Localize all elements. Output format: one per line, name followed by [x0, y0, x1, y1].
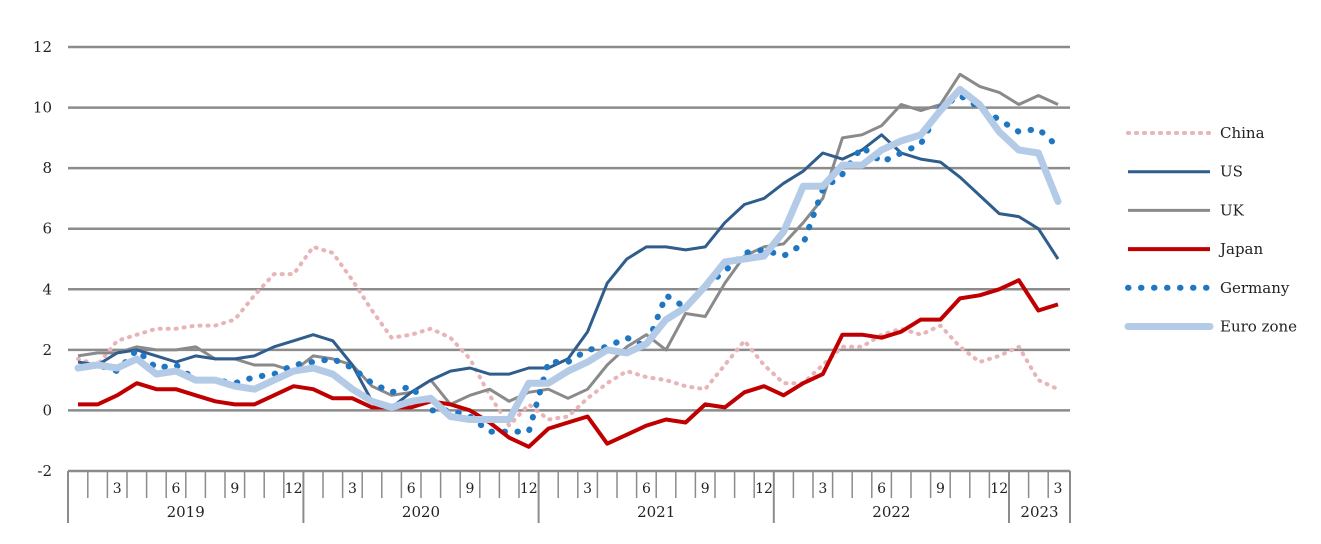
x-tick-label: 12 [755, 481, 773, 497]
legend: China US UK Japan Germany Euro zone [1124, 124, 1297, 336]
year-label: 2019 [167, 503, 205, 521]
y-tick-label: 0 [42, 401, 52, 419]
x-tick-label: 3 [818, 481, 827, 497]
x-tick-label: 9 [230, 481, 239, 497]
series-line-germany [75, 92, 1061, 435]
x-tick-label: 3 [1054, 481, 1063, 497]
x-tick-label: 6 [407, 481, 416, 497]
series-layer [74, 72, 1062, 449]
legend-label: US [1220, 163, 1243, 181]
legend-label: Germany [1220, 279, 1290, 297]
year-label: 2023 [1020, 503, 1058, 521]
x-tick-label: 3 [113, 481, 122, 497]
x-tick-label: 6 [172, 481, 181, 497]
legend-label: Japan [1218, 240, 1264, 258]
x-tick-label: 12 [990, 481, 1008, 497]
y-tick-label: 12 [33, 38, 52, 56]
x-tick-label: 12 [285, 481, 303, 497]
x-tick-label: 6 [642, 481, 651, 497]
x-axis: 3 6 9 12 3 6 9 12 3 6 9 12 3 6 9 12 3 2019 2020 2021 2022 202… [67, 471, 1071, 523]
series-line-china [76, 244, 1060, 428]
series-line-uk [77, 72, 1059, 406]
y-tick-label: 4 [42, 280, 52, 298]
legend-label: UK [1220, 201, 1245, 219]
series-line-japan [78, 278, 1059, 449]
x-tick-label: 9 [701, 481, 710, 497]
series-line-us [77, 133, 1060, 409]
x-tick-label: 3 [583, 481, 592, 497]
year-label: 2021 [637, 503, 675, 521]
y-tick-label: 2 [42, 341, 52, 359]
y-tick-label: 6 [42, 220, 52, 238]
year-label: 2022 [872, 503, 910, 521]
series-line-euro-zone [74, 85, 1062, 423]
legend-label: China [1220, 124, 1265, 142]
x-tick-label: 12 [520, 481, 538, 497]
x-tick-label: 6 [877, 481, 886, 497]
y-tick-label: -2 [37, 462, 52, 480]
x-tick-label: 9 [936, 481, 945, 497]
y-tick-label: 8 [42, 159, 52, 177]
y-axis: -2 0 2 4 6 8 10 12 [33, 38, 52, 480]
legend-label: Euro zone [1220, 318, 1297, 336]
grid-layer [68, 45, 1070, 473]
year-label: 2020 [402, 503, 440, 521]
x-tick-label: 9 [466, 481, 475, 497]
y-tick-label: 10 [33, 99, 52, 117]
x-tick-label: 3 [348, 481, 357, 497]
